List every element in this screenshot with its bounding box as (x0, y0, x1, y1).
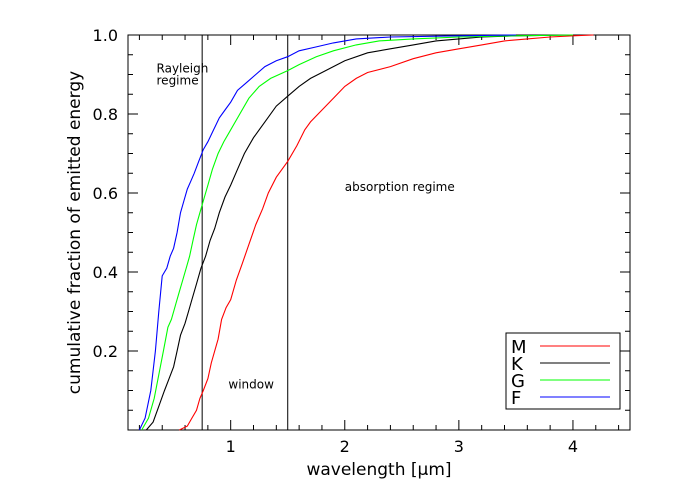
series-line-k (145, 34, 574, 431)
legend-label-g: G (511, 371, 525, 392)
x-tick-label: 4 (568, 437, 578, 456)
x-axis-label: wavelength [µm] (306, 460, 451, 480)
x-tick-label: 2 (340, 437, 350, 456)
legend-label-f: F (511, 388, 521, 409)
annotation-1: Rayleigh (157, 62, 209, 76)
y-tick-label: 0.4 (93, 263, 118, 282)
y-axis-label: cumulative fraction of emitted energy (65, 71, 85, 394)
annotation-4: window (228, 378, 274, 392)
series-line-g (141, 34, 574, 431)
x-tick-label: 1 (226, 437, 236, 456)
annotation-3: absorption regime (345, 180, 455, 194)
legend-label-k: K (511, 354, 524, 375)
y-tick-label: 1.0 (93, 26, 118, 45)
legend-label-m: M (511, 337, 527, 358)
y-tick-label: 0.6 (93, 184, 118, 203)
x-tick-label: 3 (454, 437, 464, 456)
series-line-f (138, 34, 516, 431)
series-line-m (179, 34, 594, 431)
annotation-2: regime (157, 73, 199, 87)
y-tick-label: 0.2 (93, 342, 118, 361)
y-tick-label: 0.8 (93, 105, 118, 124)
